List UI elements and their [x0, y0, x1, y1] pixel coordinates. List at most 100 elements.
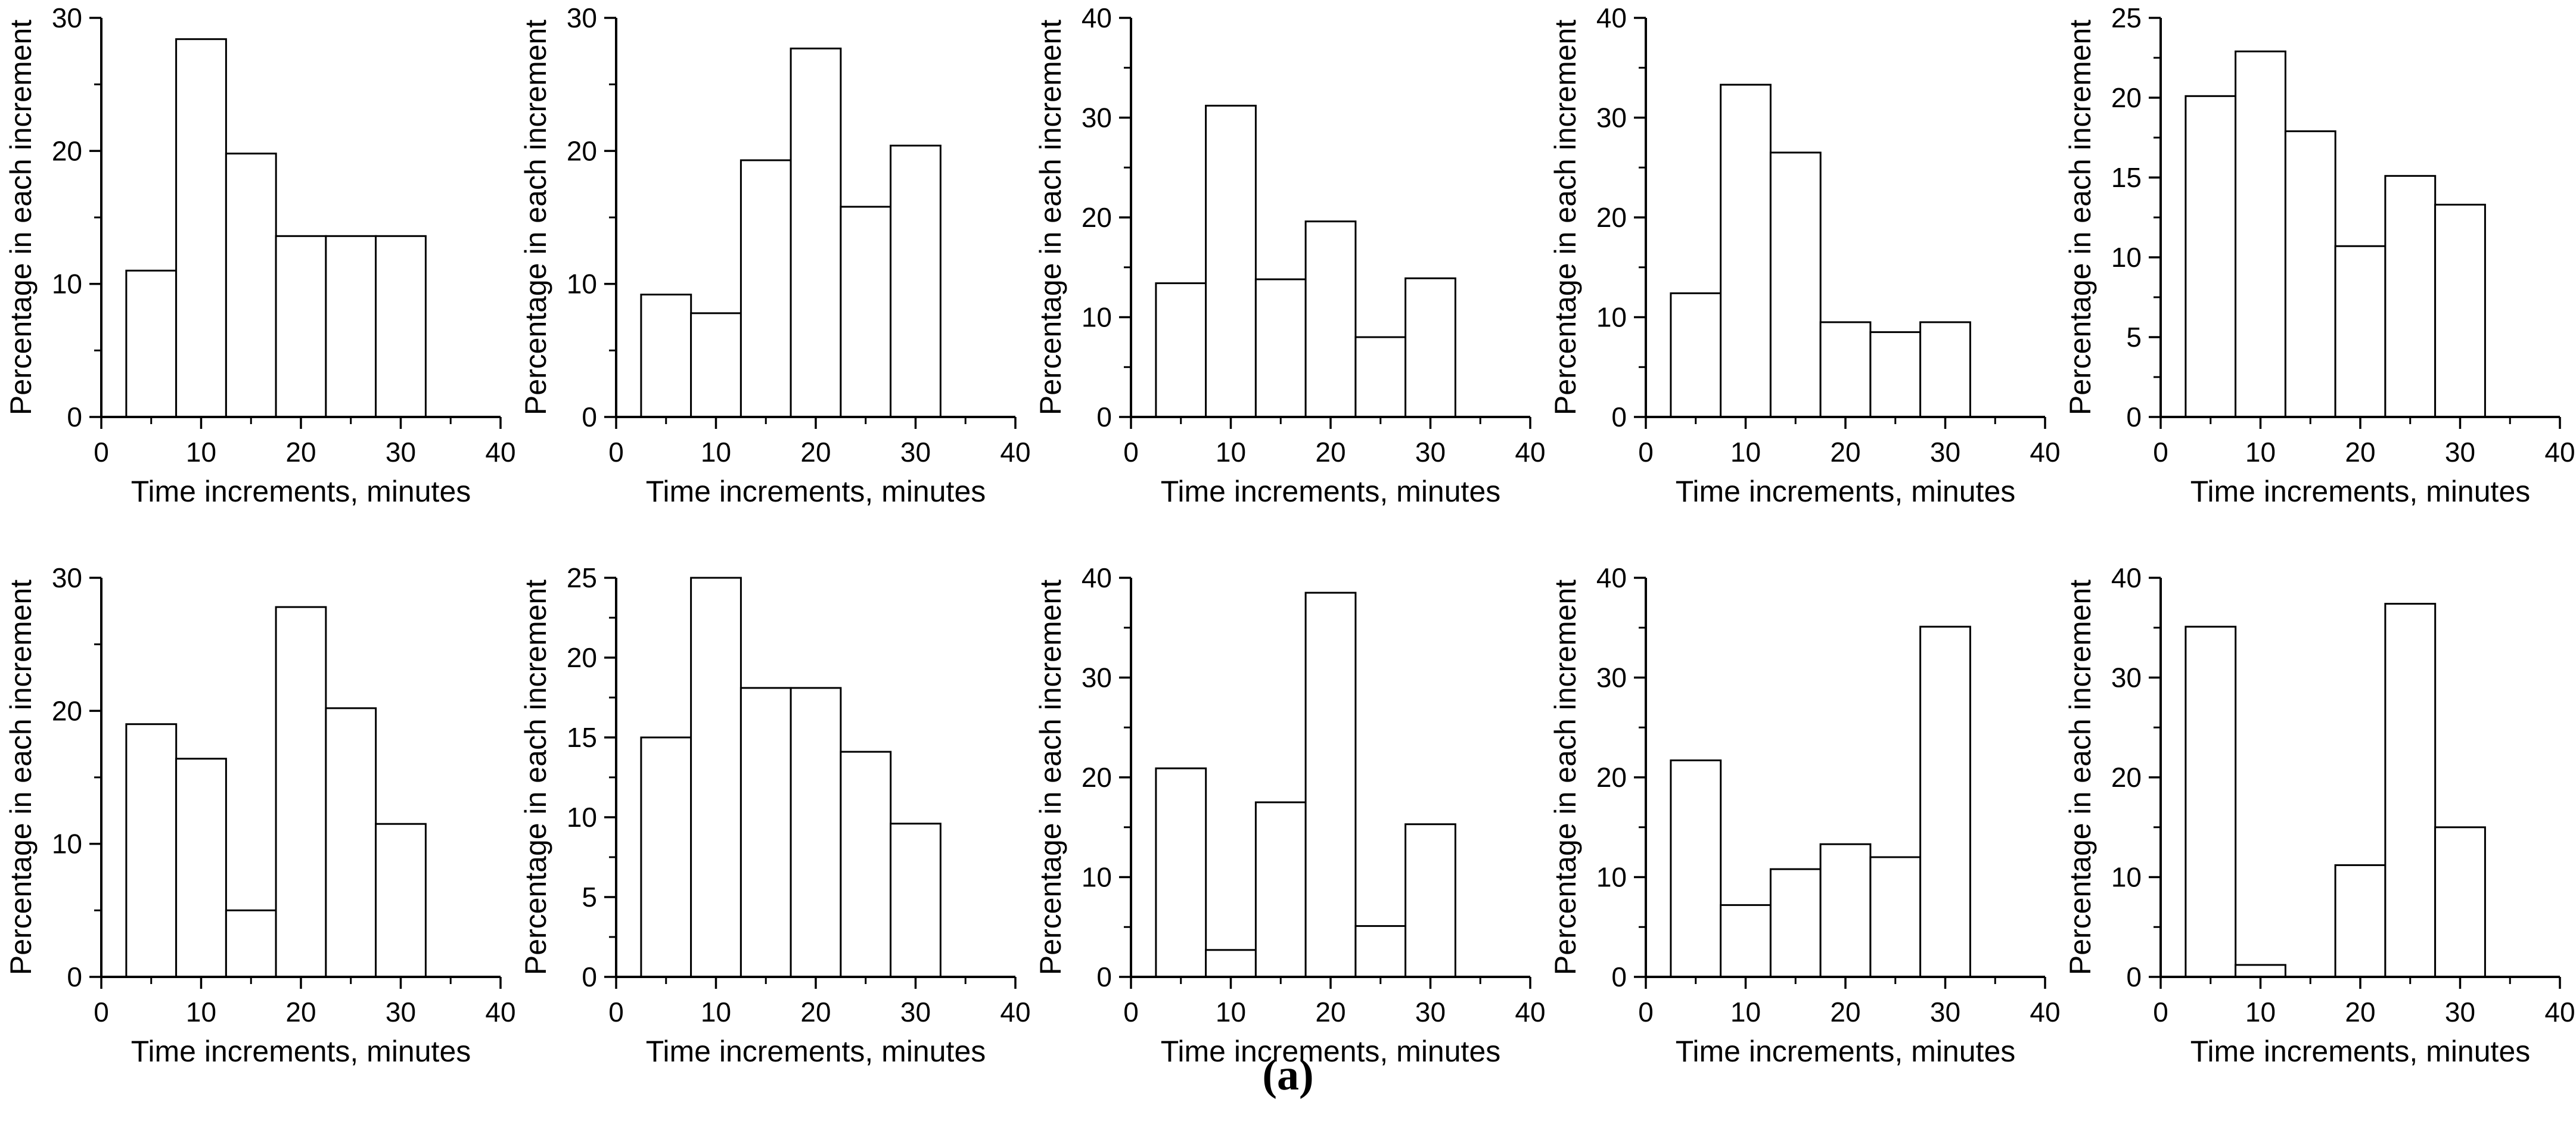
x-tick-label: 40 [2544, 437, 2574, 468]
y-tick-label: 10 [1596, 862, 1627, 893]
y-tick-label: 20 [1082, 202, 1112, 233]
histogram-bar [1404, 277, 1456, 418]
histogram-bar [690, 577, 742, 978]
x-tick-label: 40 [1515, 997, 1545, 1028]
histogram-bar [2235, 964, 2286, 978]
y-tick-label: 10 [52, 829, 82, 860]
y-tick-label: 40 [1082, 562, 1112, 593]
y-axis-label: Percentage in each increment [4, 20, 38, 415]
histogram-bar [1869, 856, 1922, 978]
x-tick-label: 40 [2544, 997, 2574, 1028]
x-tick-label: 10 [1730, 437, 1761, 468]
y-tick-label: 10 [1596, 302, 1627, 333]
histogram-panel-5: 0 10 20 30 40 0 5 10 15 20 25 Time increments, minu… [2059, 0, 2574, 536]
histogram-bar [375, 235, 427, 418]
y-tick-label: 15 [2111, 162, 2142, 193]
x-axis-label: Time increments, minutes [646, 1035, 986, 1068]
x-tick-label: 10 [1216, 437, 1246, 468]
y-tick-label: 10 [1082, 302, 1112, 333]
y-tick-label: 20 [2111, 82, 2142, 113]
histogram-bar [2284, 130, 2336, 418]
x-tick-label: 30 [1415, 997, 1446, 1028]
histogram-svg-1: 0 10 20 30 40 0 10 20 30 Time increments, minutes… [4, 2, 515, 508]
histogram-bar [1769, 868, 1822, 978]
x-tick-label: 30 [900, 437, 931, 468]
y-axis-label: Percentage in each increment [1549, 580, 1582, 975]
y-tick-label: 30 [52, 2, 82, 33]
y-tick-label: 40 [2111, 562, 2142, 593]
histogram-panel-3: 0 10 20 30 40 0 10 20 30 40 Time increments, minut… [1030, 0, 1545, 536]
y-tick-label: 20 [1596, 762, 1627, 793]
x-tick-label: 10 [701, 997, 731, 1028]
x-tick-label: 20 [800, 997, 831, 1028]
y-tick-label: 0 [2126, 401, 2142, 432]
y-tick-label: 10 [1082, 862, 1112, 893]
x-tick-label: 0 [1123, 437, 1139, 468]
y-tick-label: 40 [1596, 562, 1627, 593]
x-tick-label: 10 [2245, 437, 2276, 468]
histogram-bar [640, 736, 692, 978]
y-axis-label: Percentage in each increment [1549, 20, 1582, 415]
y-tick-label: 25 [567, 562, 597, 593]
y-tick-label: 25 [2111, 2, 2142, 33]
x-tick-label: 40 [1000, 997, 1030, 1028]
x-tick-label: 20 [2345, 437, 2375, 468]
x-tick-label: 0 [608, 437, 624, 468]
y-tick-label: 10 [567, 802, 597, 833]
x-tick-label: 0 [94, 437, 109, 468]
histogram-bar [125, 723, 178, 978]
histogram-panel-8: 0 10 20 30 40 0 10 20 30 40 Time increments, minut… [1030, 560, 1545, 1096]
histogram-bar [325, 235, 377, 418]
y-tick-label: 20 [567, 642, 597, 673]
histogram-bar [1670, 292, 1722, 418]
x-tick-label: 0 [608, 997, 624, 1028]
histogram-panel-1: 0 10 20 30 40 0 10 20 30 Time increments, minutes… [0, 0, 515, 536]
y-tick-label: 15 [567, 722, 597, 753]
histogram-bar [890, 823, 941, 978]
x-tick-label: 0 [1638, 437, 1654, 468]
histogram-bar [2384, 175, 2437, 418]
y-axis-label: Percentage in each increment [2064, 580, 2097, 975]
x-tick-label: 0 [1638, 997, 1654, 1028]
y-tick-label: 20 [2111, 762, 2142, 793]
histogram-bar [840, 751, 892, 978]
x-axis-label: Time increments, minutes [1676, 1035, 2016, 1068]
x-tick-label: 0 [2153, 997, 2168, 1028]
y-tick-label: 20 [567, 135, 597, 166]
histogram-bar [1304, 591, 1357, 978]
x-tick-label: 30 [900, 997, 931, 1028]
y-tick-label: 0 [67, 961, 82, 992]
histogram-svg-8: 0 10 20 30 40 0 10 20 30 40 Time increments, minut… [1034, 562, 1545, 1068]
histogram-svg-6: 0 10 20 30 40 0 10 20 30 Time increments, minutes… [4, 562, 515, 1068]
histogram-bar [2185, 95, 2237, 418]
histogram-panel-2: 0 10 20 30 40 0 10 20 30 Time increments, minutes… [515, 0, 1030, 536]
x-tick-label: 20 [800, 437, 831, 468]
y-tick-label: 30 [1596, 102, 1627, 133]
histogram-bar [1354, 336, 1407, 418]
histogram-bar [790, 47, 842, 418]
y-tick-label: 20 [1596, 202, 1627, 233]
y-tick-label: 5 [582, 882, 597, 913]
x-axis-label: Time increments, minutes [131, 1035, 471, 1068]
x-tick-label: 20 [1830, 437, 1860, 468]
histogram-bar [790, 687, 842, 978]
histogram-bar [1354, 925, 1407, 978]
x-axis-label: Time increments, minutes [131, 475, 471, 508]
histogram-bar [1919, 321, 1971, 418]
y-tick-label: 30 [1082, 662, 1112, 693]
x-tick-label: 0 [1123, 997, 1139, 1028]
histogram-svg-5: 0 10 20 30 40 0 5 10 15 20 25 Time increments, minu… [2064, 2, 2574, 508]
y-tick-label: 10 [2111, 242, 2142, 273]
histogram-bar [1769, 151, 1822, 418]
histogram-bar [1205, 949, 1257, 978]
y-tick-label: 40 [1596, 2, 1627, 33]
x-tick-label: 40 [485, 997, 515, 1028]
histogram-bar [1819, 843, 1872, 978]
y-axis-label: Percentage in each increment [4, 580, 38, 975]
x-axis-label: Time increments, minutes [1161, 475, 1501, 508]
histogram-svg-7: 0 10 20 30 40 0 5 10 15 20 25 Time increments, minu… [519, 562, 1030, 1068]
histogram-bar [2235, 50, 2286, 418]
x-tick-label: 30 [2445, 997, 2475, 1028]
y-tick-label: 0 [582, 961, 597, 992]
histogram-panel-10: 0 10 20 30 40 0 10 20 30 40 Time increments, minut… [2059, 560, 2574, 1096]
